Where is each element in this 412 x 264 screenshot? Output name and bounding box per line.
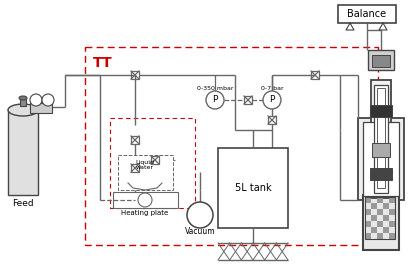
- Bar: [371, 80, 391, 198]
- Bar: [365, 221, 371, 227]
- Ellipse shape: [19, 96, 27, 100]
- Bar: [311, 71, 319, 79]
- Circle shape: [206, 91, 224, 109]
- Circle shape: [138, 193, 152, 207]
- Bar: [365, 197, 371, 203]
- Circle shape: [187, 202, 213, 228]
- Bar: [371, 215, 377, 221]
- Circle shape: [263, 91, 281, 109]
- Bar: [383, 227, 389, 233]
- Bar: [218, 148, 288, 228]
- Bar: [377, 221, 383, 227]
- Bar: [370, 105, 392, 117]
- Circle shape: [30, 94, 42, 106]
- Bar: [389, 233, 395, 239]
- Text: 0-350 mbar: 0-350 mbar: [197, 86, 233, 91]
- Bar: [371, 227, 377, 233]
- Circle shape: [42, 94, 54, 106]
- Bar: [389, 197, 395, 203]
- Bar: [118, 155, 173, 190]
- Bar: [377, 88, 385, 188]
- Bar: [365, 197, 395, 239]
- Bar: [389, 221, 395, 227]
- Text: P: P: [269, 96, 275, 105]
- Bar: [338, 5, 396, 23]
- Text: Liquid
water: Liquid water: [136, 160, 154, 170]
- Bar: [374, 85, 388, 193]
- Bar: [371, 203, 377, 209]
- Text: Vacuum: Vacuum: [185, 228, 215, 237]
- Bar: [131, 164, 139, 172]
- Text: 5L tank: 5L tank: [235, 183, 272, 193]
- Bar: [368, 50, 394, 70]
- Bar: [365, 209, 371, 215]
- Bar: [377, 233, 383, 239]
- Bar: [268, 116, 276, 124]
- Bar: [389, 209, 395, 215]
- Bar: [131, 71, 139, 79]
- Bar: [20, 98, 26, 106]
- Bar: [383, 203, 389, 209]
- Bar: [113, 192, 178, 208]
- Bar: [358, 118, 404, 200]
- Text: TT: TT: [93, 56, 112, 70]
- Bar: [30, 103, 52, 113]
- Text: Heating plate: Heating plate: [122, 210, 169, 216]
- Text: 0-7 bar: 0-7 bar: [261, 86, 283, 91]
- Bar: [131, 136, 139, 144]
- Text: P: P: [212, 96, 218, 105]
- Bar: [363, 195, 399, 250]
- Bar: [377, 197, 383, 203]
- Bar: [85, 47, 378, 245]
- Bar: [377, 209, 383, 215]
- Text: Feed: Feed: [12, 199, 34, 208]
- Bar: [365, 233, 371, 239]
- Text: Balance: Balance: [347, 9, 386, 19]
- Bar: [363, 122, 399, 196]
- Ellipse shape: [8, 104, 38, 116]
- Bar: [372, 55, 390, 67]
- Bar: [110, 118, 195, 208]
- Bar: [383, 215, 389, 221]
- Bar: [8, 110, 38, 195]
- Bar: [151, 156, 159, 164]
- Bar: [370, 168, 392, 180]
- Bar: [244, 96, 252, 104]
- Bar: [372, 143, 390, 157]
